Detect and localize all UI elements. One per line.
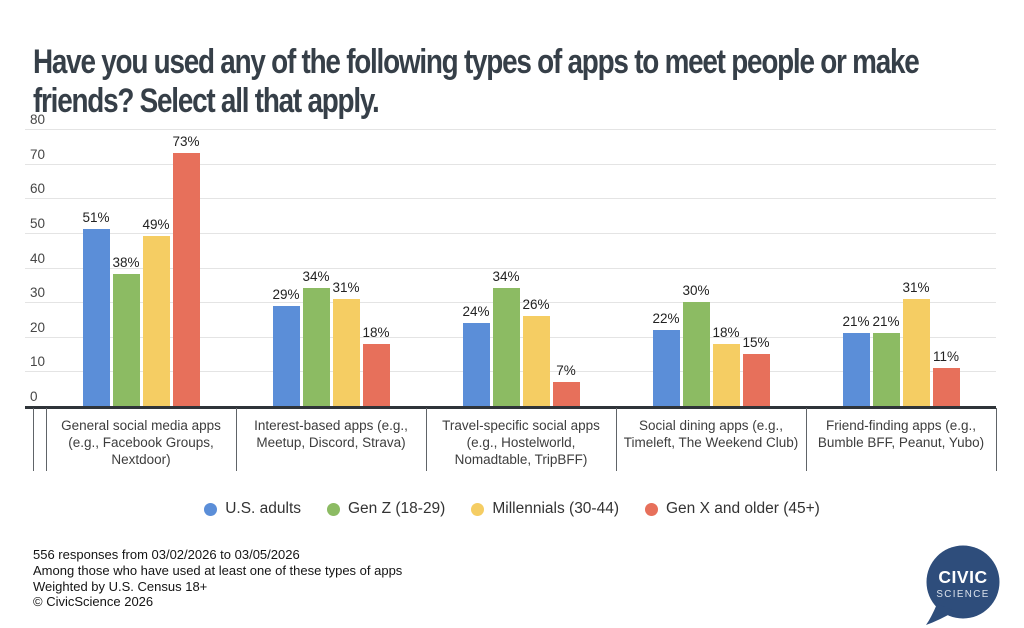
- bar: [742, 354, 770, 406]
- bar-value-label: 15%: [742, 335, 770, 351]
- bar-value-label: 11%: [932, 348, 960, 364]
- bar: [842, 333, 870, 406]
- bar: [112, 274, 140, 406]
- bar-value-label: 7%: [556, 362, 576, 378]
- gridline: [25, 129, 996, 130]
- bar-value-label: 21%: [872, 314, 900, 330]
- bar: [82, 229, 110, 406]
- bar-value-label: 73%: [172, 134, 200, 150]
- responses-note: 556 responses from 03/02/2026 to 03/05/2…: [33, 547, 300, 562]
- category-label: Interest-based apps (e.g., Meetup, Disco…: [254, 418, 408, 450]
- bar: [902, 298, 930, 406]
- category-divider: [806, 408, 807, 471]
- category-divider: [236, 408, 237, 471]
- bar-value-label: 31%: [332, 279, 360, 295]
- bar: [712, 343, 740, 406]
- bar: [522, 315, 550, 406]
- bar: [272, 305, 300, 406]
- bar-value-label: 38%: [112, 255, 140, 271]
- bar: [462, 322, 490, 406]
- chart-legend: U.S. adults Gen Z (18-29) Millennials (30-…: [0, 496, 1024, 522]
- bar: [172, 153, 200, 406]
- gridline: [25, 163, 996, 165]
- bar-value-label: 24%: [462, 303, 490, 319]
- y-axis-tick-label: 80: [30, 112, 46, 127]
- bar-value-label: 49%: [142, 217, 170, 233]
- legend-label: Millennials (30-44): [492, 500, 619, 517]
- bar-value-label: 18%: [712, 324, 740, 340]
- bar-value-label: 30%: [682, 283, 710, 299]
- y-axis-tick-label: 70: [30, 146, 46, 162]
- bar-value-label: 29%: [272, 286, 300, 302]
- y-axis-tick-label: 20: [30, 319, 46, 335]
- gridline: [25, 232, 996, 234]
- bar-value-label: 34%: [302, 269, 330, 285]
- bar: [872, 333, 900, 406]
- bar-value-label: 34%: [492, 269, 520, 285]
- legend-item: Millennials (30-44): [471, 500, 619, 518]
- legend-label: Gen Z (18-29): [348, 500, 446, 517]
- bar-value-label: 26%: [522, 296, 550, 312]
- y-axis-tick-label: 10: [30, 354, 46, 370]
- logo-text-civic: CIVIC: [938, 567, 987, 587]
- copyright-note: © CivicScience 2026: [33, 594, 154, 610]
- speech-bubble-icon: [926, 545, 1000, 625]
- legend-item: U.S. adults: [204, 500, 301, 518]
- category-divider: [616, 408, 617, 471]
- category-divider: [33, 408, 34, 471]
- y-axis-tick-label: 30: [30, 285, 46, 301]
- category-divider: [996, 408, 997, 471]
- bar: [332, 298, 360, 406]
- bar: [682, 302, 710, 406]
- legend-color-dot: [327, 502, 340, 516]
- category-label: Social dining apps (e.g., Timeleft, The …: [623, 418, 799, 450]
- legend-label: U.S. adults: [225, 500, 301, 517]
- weighting-note: Weighted by U.S. Census 18+: [33, 578, 208, 594]
- legend-item: Gen X and older (45+): [645, 500, 820, 518]
- bar-value-label: 22%: [652, 310, 680, 326]
- bar: [362, 343, 390, 406]
- bar-value-label: 51%: [82, 210, 110, 226]
- logo-text-science: SCIENCE: [936, 589, 989, 600]
- bar-value-label: 31%: [902, 279, 930, 295]
- legend-color-dot: [204, 502, 218, 516]
- bar-value-label: 18%: [362, 324, 390, 340]
- bar: [302, 288, 330, 406]
- y-axis-tick-label: 0: [30, 389, 38, 404]
- legend-color-dot: [471, 502, 485, 516]
- bar: [142, 236, 170, 406]
- gridline: [25, 198, 996, 200]
- bar: [492, 288, 520, 406]
- legend-color-dot: [645, 502, 658, 516]
- gridline: [25, 267, 996, 269]
- category-label: General social media apps (e.g., Faceboo…: [61, 418, 221, 467]
- y-axis-tick-label: 60: [30, 181, 46, 197]
- bar: [652, 329, 680, 406]
- y-axis-tick-label: 50: [30, 215, 46, 231]
- category-label: Travel-specific social apps (e.g., Hoste…: [442, 418, 600, 467]
- population-note: Among those who have used at least one o…: [33, 562, 403, 578]
- x-axis-line: [25, 406, 996, 409]
- civicscience-logo: CIVIC SCIENCE: [926, 545, 1000, 625]
- category-divider: [426, 408, 427, 471]
- bar-value-label: 21%: [842, 314, 870, 330]
- chart-title: Have you used any of the following types…: [33, 42, 920, 120]
- bar: [932, 367, 960, 406]
- legend-label: Gen X and older (45+): [666, 500, 820, 517]
- bar: [552, 381, 580, 406]
- chart-footnotes: 556 responses from 03/02/2026 to 03/05/2…: [33, 547, 402, 610]
- y-axis-tick-label: 40: [30, 250, 46, 266]
- category-label: Friend-finding apps (e.g., Bumble BFF, P…: [817, 418, 985, 450]
- legend-item: Gen Z (18-29): [327, 500, 445, 518]
- category-divider: [46, 408, 47, 471]
